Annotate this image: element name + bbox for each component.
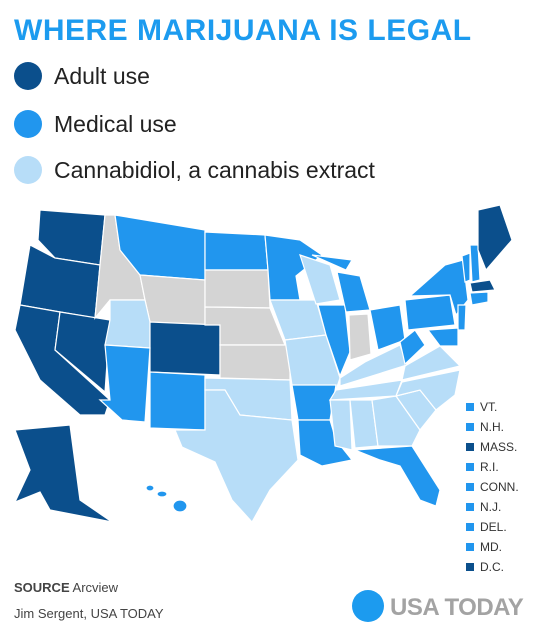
legend-item: Adult use — [14, 62, 150, 90]
state-label: D.C. — [480, 560, 504, 574]
title: WHERE MARIJUANA IS LEGAL — [14, 14, 472, 47]
source-text: Arcview — [72, 580, 119, 595]
state-label: DEL. — [480, 520, 507, 534]
legend-label: Adult use — [54, 62, 150, 89]
credit: Jim Sergent, USA TODAY — [14, 606, 164, 621]
state-label: N.J. — [480, 500, 501, 514]
small-states: VT. N.H. MASS. R.I. CONN. N.J. DEL. MD. … — [466, 400, 519, 574]
logo-dot — [352, 590, 384, 622]
state-label: VT. — [480, 400, 497, 414]
state-label: MASS. — [480, 440, 517, 454]
state-label: MD. — [480, 540, 502, 554]
source: SOURCE Arcview — [14, 580, 118, 595]
states — [13, 204, 513, 524]
legend-label: Medical use — [54, 110, 177, 137]
state-label: N.H. — [480, 420, 504, 434]
state-label: R.I. — [480, 460, 499, 474]
source-label: SOURCE — [14, 580, 70, 595]
legend-item: Cannabidiol, a cannabis extract — [14, 156, 375, 184]
state-label: CONN. — [480, 480, 519, 494]
legend-item: Medical use — [14, 110, 177, 138]
logo-text: USA TODAY — [390, 594, 524, 621]
legend-label: Cannabidiol, a cannabis extract — [54, 156, 375, 183]
